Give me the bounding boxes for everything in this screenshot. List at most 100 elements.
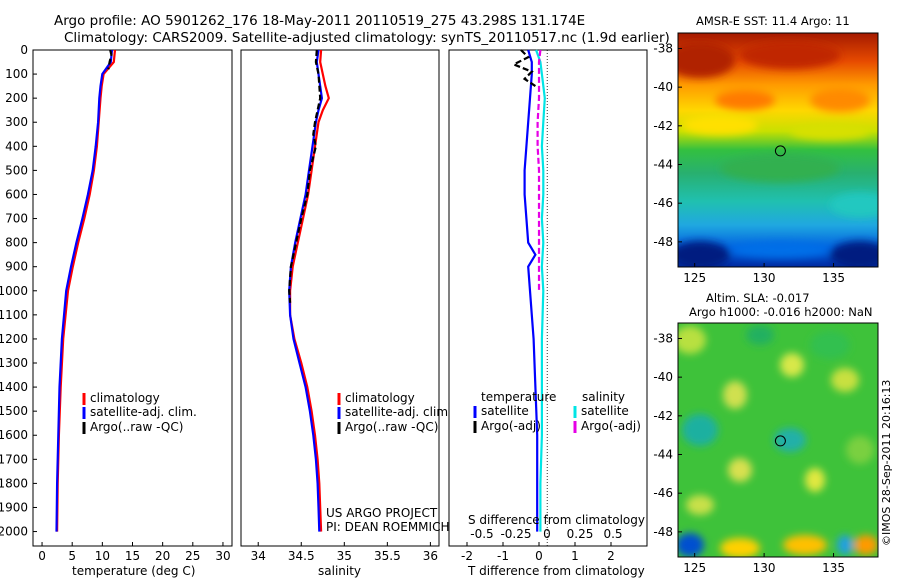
depth-tick-label: 500	[5, 163, 28, 177]
x-tick-label: 34	[251, 549, 266, 563]
map-y-tick-label: -40	[653, 80, 673, 94]
map-x-tick-label: 135	[822, 271, 845, 285]
sla-high-blob	[723, 381, 747, 409]
imos-credit: ©IMOS 28-Sep-2011 20:16:13	[880, 380, 893, 546]
temperature-legend: climatology satellite-adj. clim. Argo(..…	[82, 391, 197, 434]
sst-heatmap	[678, 33, 878, 267]
sla-high-blob	[846, 436, 874, 464]
legend-label-s-argo: Argo(-adj)	[581, 419, 641, 433]
map-y-tick-label: -48	[653, 235, 673, 249]
t-difference-xlabel: T difference from climatology	[467, 564, 645, 578]
s-scale-tick-label: 0	[543, 527, 551, 541]
argo-location-marker	[774, 435, 786, 447]
sst-warm-blob	[740, 41, 840, 69]
map-x-tick-label: 125	[683, 561, 706, 575]
depth-tick-label: 1600	[0, 428, 28, 442]
temperature-xlabel: temperature (deg C)	[72, 564, 195, 578]
map-x-tick-label: 130	[753, 271, 776, 285]
salinity-axes-frame	[240, 49, 440, 547]
sla-low-blob	[746, 325, 774, 345]
sst-cold-blob	[730, 242, 830, 258]
sst-warm-blob	[715, 90, 775, 110]
s-scale-tick-label: -0.5	[470, 527, 493, 541]
sla-low-blob	[682, 414, 718, 446]
map-x-tick-label: 125	[683, 271, 706, 285]
sla-high-blob	[678, 326, 706, 354]
sst-map-axes: 125 130 135 -38 -40 -42 -44 -46 -48	[653, 41, 845, 285]
depth-tick-label: 200	[5, 91, 28, 105]
salinity-panel: 34 34.5 35 35.5 36 salinity climatology sate…	[240, 49, 452, 578]
map-y-tick-label: -38	[653, 331, 673, 345]
depth-axis: 0 100 200 300 400 500 600 700 800 900 1000 1100 1200…	[0, 43, 37, 539]
x-tick-label: 10	[95, 549, 110, 563]
x-tick-label: 0	[535, 549, 543, 563]
depth-tick-label: 1000	[0, 284, 28, 298]
depth-tick-label: 2000	[0, 525, 28, 539]
sla-map-title-line2: Argo h1000: -0.016 h2000: NaN	[689, 305, 873, 319]
legend-label-argo: Argo(..raw -QC)	[90, 420, 183, 434]
depth-tick-label: 1900	[0, 500, 28, 514]
map-y-tick-label: -42	[653, 119, 673, 133]
temperature-x-axis: 0 5 10 15 20 25 30	[38, 542, 231, 563]
s-difference-label: S difference from climatology	[468, 513, 645, 527]
depth-tick-label: 100	[5, 67, 28, 81]
sla-low-blob	[678, 533, 704, 557]
temperature-axes-frame	[32, 49, 233, 547]
map-y-tick-label: -44	[653, 158, 673, 172]
difference-panel: -2 -1 0 1 2 T difference from climatology S …	[448, 49, 648, 578]
sst-map-title: AMSR-E SST: 11.4 Argo: 11	[696, 14, 850, 28]
sla-field-texture	[678, 325, 878, 557]
salinity-x-axis: 34 34.5 35 35.5 36	[251, 542, 438, 563]
s-scale-tick-label: 0.25	[567, 527, 594, 541]
x-tick-label: 2	[607, 549, 615, 563]
salinity-legend: climatology satellite-adj. clim. Argo(..…	[337, 391, 452, 434]
series-line-argo-raw-qc-	[288, 49, 322, 303]
x-tick-label: 20	[155, 549, 170, 563]
x-tick-label: -2	[461, 549, 473, 563]
map-y-tick-label: -42	[653, 409, 673, 423]
difference-axes-frame	[448, 49, 648, 547]
project-annotation: US ARGO PROJECT	[326, 506, 438, 520]
series-line-t-satellite	[523, 49, 539, 532]
legend-title-temperature: temperature	[481, 390, 556, 404]
x-tick-label: 15	[125, 549, 140, 563]
sst-cool-blob	[830, 193, 878, 217]
sla-map-axes: 125 130 135 -38 -40 -42 -44 -46 -48	[653, 331, 845, 575]
sst-map-frame	[677, 32, 879, 268]
depth-tick-label: 1400	[0, 380, 28, 394]
temperature-series	[55, 49, 117, 532]
depth-tick-label: 0	[20, 43, 28, 57]
x-tick-label: 35.5	[374, 549, 401, 563]
sst-cold-blob	[678, 241, 730, 267]
map-y-tick-label: -40	[653, 370, 673, 384]
s-difference-scale: -0.5 -0.25 0 0.25 0.5	[470, 527, 622, 541]
legend-title-salinity: salinity	[582, 390, 625, 404]
legend-label-t-argo: Argo(-adj)	[481, 419, 541, 433]
sla-high-blob	[854, 535, 878, 555]
map-y-tick-label: -46	[653, 486, 673, 500]
depth-tick-label: 300	[5, 115, 28, 129]
map-y-tick-label: -48	[653, 525, 673, 539]
figure-title-line1: Argo profile: AO 5901262_176 18-May-2011…	[54, 13, 585, 29]
sla-high-blob	[720, 538, 760, 557]
depth-tick-label: 1100	[0, 308, 28, 322]
sla-high-blob	[805, 468, 825, 492]
pi-annotation: PI: DEAN ROEMMICH	[326, 520, 449, 534]
series-line-t-argo-adj-	[511, 49, 537, 88]
depth-tick-label: 600	[5, 187, 28, 201]
x-tick-label: 1	[571, 549, 579, 563]
x-tick-label: 30	[215, 549, 230, 563]
sla-heatmap	[678, 323, 878, 557]
difference-series	[511, 49, 546, 532]
x-tick-label: 34.5	[288, 549, 315, 563]
sst-mid-blob	[682, 115, 758, 135]
argo-location-marker	[774, 145, 786, 157]
map-y-tick-label: -38	[653, 41, 673, 55]
sst-cold-blob	[830, 241, 878, 267]
series-line-argo-raw-qc-	[107, 49, 113, 70]
legend-label-s-satellite: satellite	[581, 404, 629, 418]
map-x-tick-label: 135	[822, 561, 845, 575]
sst-warm-blob	[810, 88, 870, 112]
sla-map-panel: Altim. SLA: -0.017 Argo h1000: -0.016 h2…	[653, 291, 879, 575]
